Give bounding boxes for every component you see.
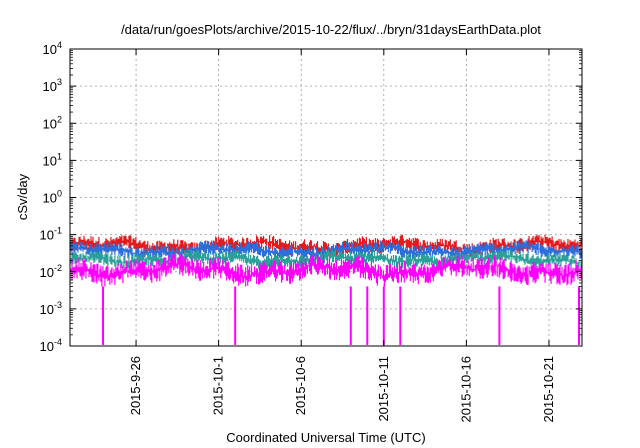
y-tick-label: 10-2 xyxy=(40,263,62,280)
x-tick-label: 2015-10-11 xyxy=(376,356,391,422)
x-tick-label: 2015-10-6 xyxy=(293,356,308,415)
y-tick-exponent: -4 xyxy=(54,337,62,347)
x-tick-label: 2015-10-16 xyxy=(458,356,473,423)
y-tick-exponent: -1 xyxy=(54,226,62,236)
y-tick-exponent: 2 xyxy=(57,114,62,124)
y-tick-label: 101 xyxy=(43,151,62,168)
x-tick-label: 2015-9-26 xyxy=(128,356,143,415)
y-tick-label: 10-1 xyxy=(40,226,62,243)
y-tick-label: 100 xyxy=(43,189,62,206)
y-tick-label: 102 xyxy=(43,114,62,131)
y-tick-label: 104 xyxy=(43,40,62,57)
series-4-line xyxy=(70,254,582,287)
y-tick-exponent: 3 xyxy=(57,77,62,87)
y-tick-exponent: 1 xyxy=(57,151,62,161)
y-tick-exponent: 4 xyxy=(57,40,62,50)
x-axis-label: Coordinated Universal Time (UTC) xyxy=(226,430,425,445)
x-tick-labels: 2015-9-26 2015-10-1 2015-10-6 2015-10-11 201… xyxy=(128,356,556,423)
series-2-line xyxy=(70,240,582,261)
y-tick-label: 10-4 xyxy=(40,337,62,354)
grid xyxy=(70,49,582,346)
y-tick-exponent: 0 xyxy=(57,189,62,199)
x-tick-label: 2015-10-21 xyxy=(541,356,556,423)
y-tick-label: 10-3 xyxy=(40,300,62,317)
plot-series xyxy=(70,234,582,345)
y-tick-exponent: -2 xyxy=(54,263,62,273)
ticks xyxy=(70,48,582,347)
y-tick-exponent: -3 xyxy=(54,300,62,310)
y-tick-label: 103 xyxy=(43,77,62,94)
x-tick-label: 2015-10-1 xyxy=(211,356,226,415)
y-axis-label: cSv/day xyxy=(15,173,30,220)
chart-title: /data/run/goesPlots/archive/2015-10-22/f… xyxy=(121,22,541,37)
